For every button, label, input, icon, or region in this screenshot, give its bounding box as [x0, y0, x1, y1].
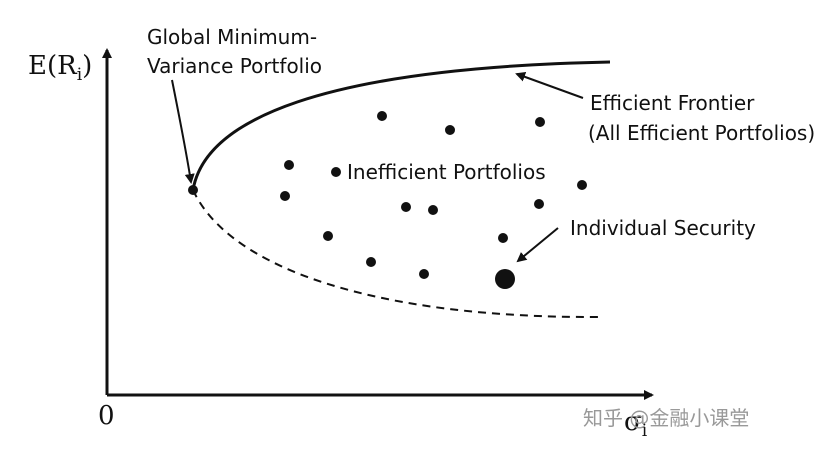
dot [577, 180, 587, 190]
dot [377, 111, 387, 121]
efficient-frontier [191, 60, 611, 191]
dot [419, 269, 429, 279]
annotation: Efficient Frontier [590, 91, 755, 115]
dot [331, 167, 341, 177]
arrow [516, 227, 559, 263]
annotation: (All Efficient Portfolios) [588, 121, 815, 145]
origin-label: 0 [98, 401, 115, 431]
annotation: Global Minimum- [147, 25, 317, 49]
dot [535, 117, 545, 127]
y-axis-label: E(Ri) [28, 51, 92, 85]
y-label-main: E(R [28, 51, 78, 81]
arrow [171, 79, 195, 184]
min-variance-point [188, 185, 198, 195]
annotation: Individual Security [570, 216, 756, 240]
watermark: 知乎 @金融小课堂 [583, 406, 749, 430]
dot [445, 125, 455, 135]
annotation: Variance Portfolio [147, 54, 322, 78]
x-label-main: σ [624, 407, 642, 437]
y-label-close: ) [82, 51, 92, 81]
dot [428, 205, 438, 215]
annotation: Inefficient Portfolios [347, 160, 546, 184]
dot [534, 199, 544, 209]
arrow [515, 72, 584, 99]
individual-security-dot [495, 269, 515, 289]
dot [401, 202, 411, 212]
dot [366, 257, 376, 267]
dot [280, 191, 290, 201]
dot [498, 233, 508, 243]
portfolio-dots [188, 111, 587, 289]
x-axis-label: σi [624, 407, 648, 441]
dot [323, 231, 333, 241]
dot [284, 160, 294, 170]
inefficient-frontier [192, 189, 599, 319]
y-label-sub: i [77, 65, 83, 85]
x-label-sub: i [642, 421, 648, 441]
